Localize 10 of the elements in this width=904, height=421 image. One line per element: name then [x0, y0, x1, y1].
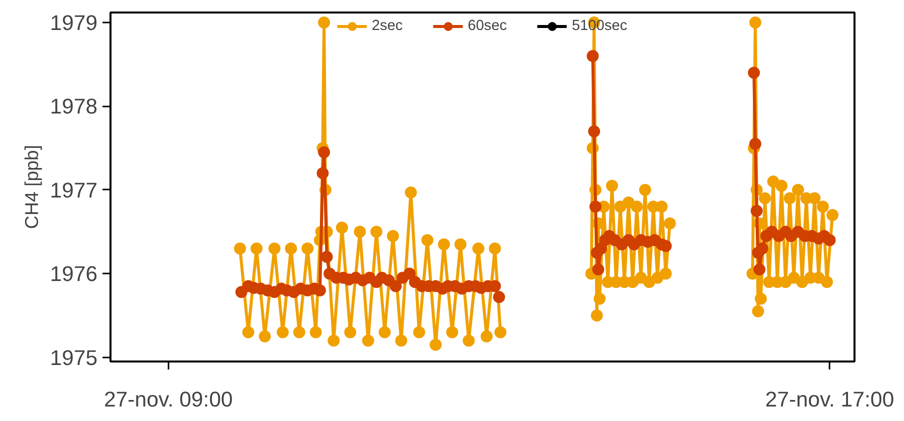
legend-label: 2sec [372, 18, 403, 34]
legend-label: 60sec [468, 18, 507, 34]
y-axis-title: CH4 [ppb] [21, 145, 42, 229]
y-tick-label: 1976 [50, 262, 98, 286]
y-tick-label: 1977 [50, 178, 98, 202]
y-tick-label: 1975 [50, 346, 98, 370]
x-tick-label: 27-nov. 17:00 [765, 388, 894, 412]
x-tick-label: 27-nov. 09:00 [104, 388, 233, 412]
y-tick-label: 1978 [50, 94, 98, 119]
y-tick-label: 1979 [50, 11, 98, 36]
